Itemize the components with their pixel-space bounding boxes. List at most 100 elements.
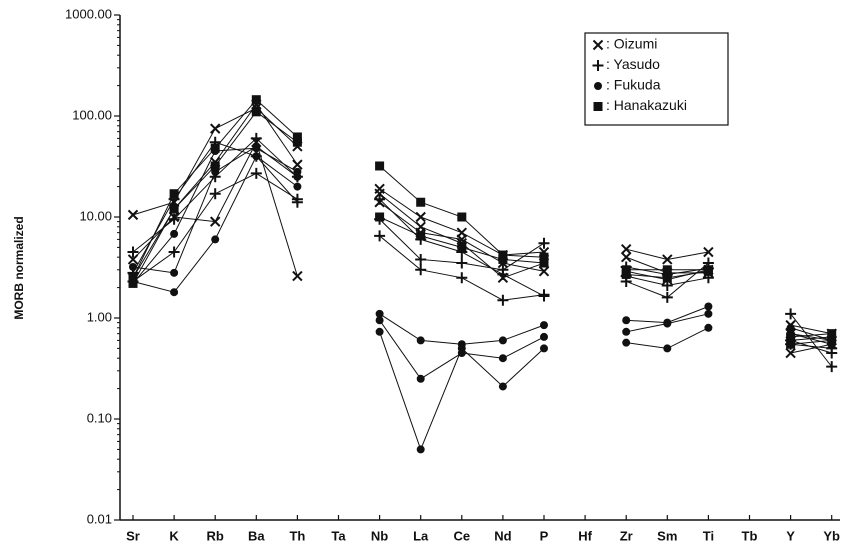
data-point (538, 266, 550, 277)
data-point (415, 253, 427, 265)
data-point (252, 152, 261, 161)
data-point (661, 291, 673, 303)
sample-line (626, 248, 709, 260)
data-point (456, 257, 468, 269)
data-point (703, 246, 714, 258)
data-point (622, 338, 631, 347)
x-tick-label: Ta (331, 528, 346, 543)
data-point (538, 237, 550, 249)
x-tick-label: Zr (620, 528, 633, 543)
x-tick-label: Ti (703, 528, 714, 543)
data-point (170, 229, 179, 238)
data-point (663, 319, 672, 328)
data-point (662, 273, 672, 283)
data-point (416, 336, 425, 345)
y-tick-label: 100.00 (72, 107, 112, 122)
data-point (498, 254, 508, 264)
legend-label: : Yasudo (606, 56, 660, 72)
data-point (497, 294, 509, 306)
x-tick-label: Y (786, 528, 795, 543)
data-point (622, 327, 631, 336)
y-tick-label: 0.01 (87, 511, 112, 526)
data-point (539, 258, 549, 268)
data-point (416, 197, 426, 207)
data-point (540, 344, 548, 353)
data-point (170, 268, 179, 277)
y-tick-label: 0.10 (87, 410, 112, 425)
data-point (375, 212, 385, 222)
data-point (538, 290, 550, 302)
data-point (826, 361, 838, 373)
data-point (211, 235, 220, 244)
data-point (168, 246, 180, 258)
data-point (127, 246, 139, 258)
x-tick-label: La (413, 528, 429, 543)
data-point (456, 272, 468, 284)
data-point (785, 308, 797, 320)
data-point (293, 167, 302, 176)
x-tick-label: Th (289, 528, 305, 543)
x-tick-label: Tb (742, 528, 758, 543)
data-point (170, 288, 179, 297)
data-point (375, 161, 385, 171)
data-point (457, 212, 467, 222)
data-point (251, 95, 261, 105)
legend-marker (594, 82, 602, 90)
data-point (209, 188, 221, 200)
data-point (374, 183, 385, 195)
data-point (127, 209, 139, 221)
legend-label: : Fukuda (606, 77, 661, 93)
data-point (456, 234, 468, 245)
sample-line (790, 343, 832, 354)
data-point (292, 132, 302, 142)
legend-label: : Hanakazuki (606, 97, 687, 113)
legend-box (584, 32, 729, 126)
sample-line (790, 313, 833, 367)
sample-line (790, 333, 832, 338)
x-tick-label: Nb (371, 528, 388, 543)
x-tick-label: Rb (207, 528, 224, 543)
sample-line (790, 327, 832, 341)
data-point (292, 270, 303, 282)
data-point (416, 231, 426, 241)
data-point (375, 316, 384, 325)
data-point (374, 230, 386, 242)
legend-marker (592, 60, 604, 71)
data-point (540, 321, 548, 330)
data-point (620, 251, 632, 263)
data-point (663, 344, 672, 353)
data-point (250, 132, 262, 144)
data-point (292, 137, 302, 147)
data-point (252, 144, 261, 153)
data-point (662, 254, 673, 265)
data-point (827, 329, 837, 339)
sample-line (379, 313, 545, 345)
data-point (498, 382, 507, 391)
sample-line (790, 336, 832, 341)
data-point (621, 265, 631, 275)
data-point (168, 213, 180, 225)
data-point (127, 254, 139, 265)
data-point (210, 143, 220, 153)
data-point (209, 216, 221, 227)
data-point (129, 262, 137, 271)
data-point (169, 189, 179, 199)
data-point (375, 327, 384, 336)
data-point (498, 336, 507, 345)
x-tick-label: P (540, 528, 549, 543)
data-point (374, 193, 386, 205)
data-point (293, 182, 302, 191)
sample-line (790, 333, 832, 341)
y-tick-label: 10.00 (79, 208, 112, 223)
x-tick-label: Sm (657, 528, 677, 543)
x-tick-label: Sr (126, 528, 140, 543)
data-point (827, 335, 837, 345)
data-point (209, 123, 221, 134)
data-point (128, 278, 138, 288)
data-point (457, 344, 466, 353)
data-point (292, 159, 303, 170)
x-tick-label: K (169, 528, 179, 543)
legend-marker (592, 39, 604, 51)
sample-line (790, 339, 832, 345)
